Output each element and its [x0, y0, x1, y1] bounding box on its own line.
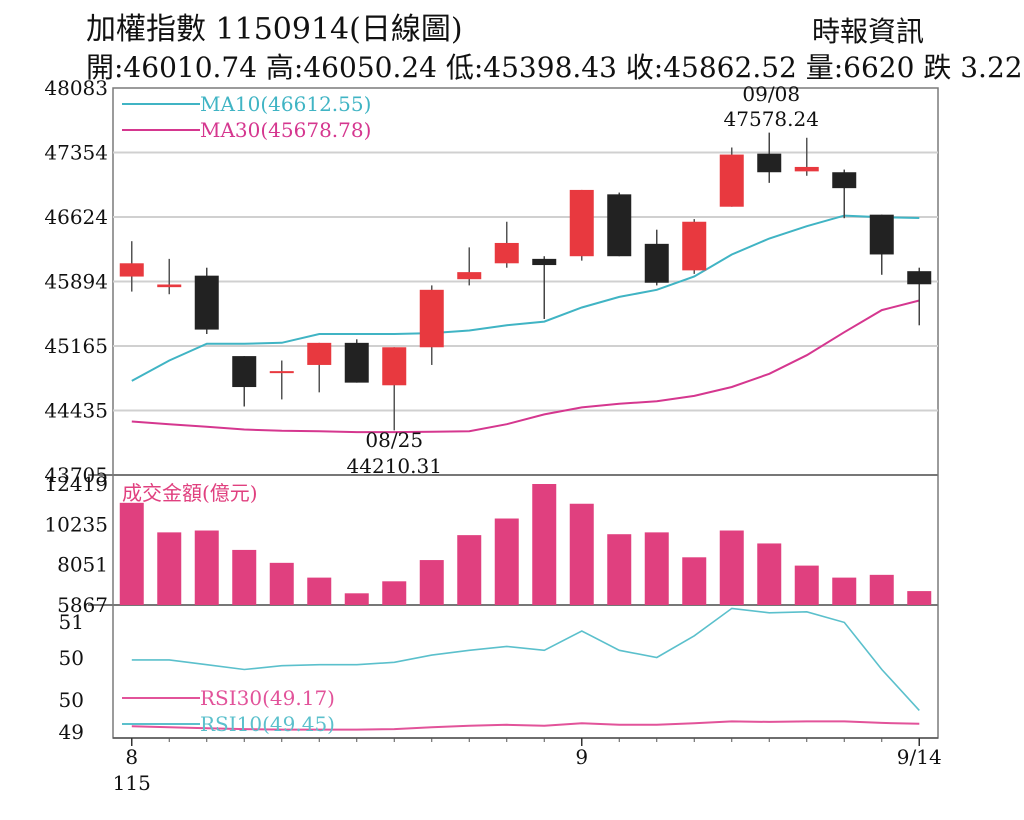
candle-up — [794, 166, 819, 172]
volume-tick-label: 12419 — [44, 472, 108, 496]
candle-up — [119, 263, 144, 277]
volume-bar — [569, 503, 594, 605]
volume-bar — [232, 549, 257, 605]
legend-label: MA10(46612.55) — [200, 92, 371, 116]
candle-up — [457, 272, 482, 280]
annotation-value: 47578.24 — [724, 107, 819, 131]
candle-up — [382, 347, 407, 386]
volume-tick-label: 8051 — [57, 553, 108, 577]
price-tick-label: 47354 — [44, 140, 108, 164]
x-tick-label: 115 — [113, 771, 151, 795]
candle-down — [644, 243, 669, 283]
rsi-tick-label: 50 — [59, 646, 84, 670]
price-tick-label: 45165 — [44, 334, 108, 358]
rsi-tick-label: 49 — [59, 720, 84, 744]
volume-title: 成交金額(億元) — [122, 481, 258, 505]
volume-bar — [269, 562, 294, 605]
volume-bar — [869, 574, 894, 605]
price-tick-label: 48083 — [44, 76, 108, 100]
volume-bar — [607, 534, 632, 605]
price-tick-label: 44435 — [44, 398, 108, 422]
plot-border — [112, 87, 939, 739]
volume-bar — [457, 535, 482, 605]
legend-label: MA30(45678.78) — [200, 118, 371, 142]
price-tick-label: 43705 — [44, 463, 108, 487]
volume-bar — [532, 484, 557, 605]
volume-bar — [719, 530, 744, 605]
volume-bar — [419, 560, 444, 605]
rsi-panel: 51 50 50 49 RSI30(49.17)RSI10(49.45) — [59, 607, 920, 744]
source-label: 時報資訊 — [812, 15, 925, 48]
annotation-date: 08/25 — [365, 428, 423, 452]
volume-panel: 12419 10235 8051 5867 成交金額(億元) — [44, 472, 932, 617]
volume-bar — [907, 591, 932, 605]
candle-down — [194, 275, 219, 330]
ma10-line — [131, 214, 920, 382]
candle-down — [869, 214, 894, 255]
candle-up — [569, 189, 594, 257]
price-tick-label: 46624 — [44, 205, 108, 229]
candle-up — [307, 342, 332, 365]
volume-bar — [832, 577, 857, 605]
volume-bar — [157, 532, 182, 605]
candle-down — [607, 194, 632, 257]
rsi30-line — [131, 720, 920, 731]
chart-title: 加權指數 1150914(日線圖) — [86, 12, 463, 47]
candle-up — [419, 289, 444, 348]
legend-label: RSI30(49.17) — [200, 686, 335, 710]
candle-up — [719, 154, 744, 207]
candle-up — [157, 284, 182, 288]
volume-bar — [757, 543, 782, 605]
candle-down — [832, 172, 857, 189]
price-tick-label: 45894 — [44, 270, 108, 294]
volume-bar — [194, 530, 219, 605]
candle-up — [269, 371, 294, 374]
rsi-tick-label: 51 — [59, 610, 84, 634]
candle-down — [907, 271, 932, 285]
volume-bar — [382, 581, 407, 605]
volume-bar — [794, 565, 819, 605]
ohlc-summary: 開:46010.74 高:46050.24 低:45398.43 收:45862… — [86, 51, 1023, 84]
price-panel: 48083 47354 46624 45894 45165 44435 43705 MA10(… — [44, 76, 938, 487]
candle-up — [682, 221, 707, 271]
x-tick-label: 9 — [575, 745, 588, 769]
volume-tick-label: 5867 — [57, 593, 108, 617]
chart-frame — [88, 87, 939, 739]
volume-bar — [644, 532, 669, 605]
annotation-date: 09/08 — [742, 82, 800, 106]
volume-bar — [307, 577, 332, 605]
volume-bar — [494, 518, 519, 605]
volume-bar — [682, 557, 707, 605]
candle-down — [344, 342, 369, 383]
legend-label: RSI10(49.45) — [200, 712, 335, 736]
volume-tick-label: 10235 — [44, 512, 108, 536]
x-tick-label: 8 — [125, 745, 138, 769]
candle-up — [494, 242, 519, 264]
rsi-tick-label: 50 — [59, 688, 84, 712]
candle-down — [232, 356, 257, 388]
volume-bar — [344, 593, 369, 605]
annotation-value: 44210.31 — [347, 454, 442, 478]
candle-down — [757, 153, 782, 173]
ma30-line — [131, 299, 920, 434]
candle-down — [532, 258, 557, 266]
volume-bar — [119, 502, 144, 605]
x-tick-label: 9/14 — [897, 745, 942, 769]
rsi10-line — [131, 607, 920, 711]
